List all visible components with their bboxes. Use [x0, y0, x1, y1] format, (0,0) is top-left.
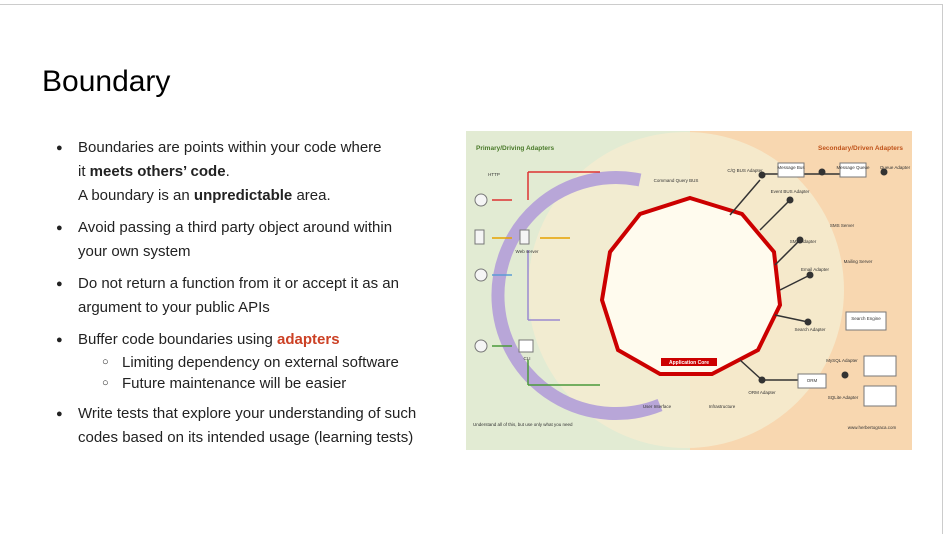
diagram-label: Queue Adapter	[880, 165, 911, 170]
bullet-line: A boundary is an unpredictable area.	[78, 184, 456, 208]
text-run: codes based on its intended usage (learn…	[78, 429, 414, 446]
text-run: Do not return a function from it or acce…	[78, 275, 399, 292]
sub-bullet: Limiting dependency on external software	[78, 352, 456, 373]
core-label: Application Core	[669, 360, 709, 366]
sub-bullet: Future maintenance will be easier	[78, 373, 456, 394]
core-polygon	[599, 195, 783, 376]
text-run: your own system	[78, 243, 191, 260]
text-run: argument to your public APIs	[78, 299, 270, 316]
bullet: Write tests that explore your understand…	[56, 402, 456, 450]
diagram-label: C/Q BUS Adapter	[727, 168, 763, 173]
adapter-dots	[758, 168, 888, 384]
text-run: adapters	[277, 331, 340, 348]
diagram-label: Command Query BUS	[654, 178, 699, 183]
diagram-label: Event BUS Adapter	[771, 189, 810, 194]
bullet: Avoid passing a third party object aroun…	[56, 216, 456, 264]
text-run: Write tests that explore your understand…	[78, 405, 417, 422]
diagram-label: SQLite Adapter	[828, 395, 859, 400]
text-run: area.	[292, 187, 331, 204]
diagram-label: www.herbertograca.com	[848, 425, 897, 430]
diagram-label: Email Adapter	[801, 267, 830, 272]
bullet-line: Buffer code boundaries using adapters	[78, 328, 456, 352]
bullet: Boundaries are points within your code w…	[56, 136, 456, 208]
text-run: .	[225, 163, 230, 180]
purple-ring	[491, 171, 663, 421]
diagram-label: User Interface	[643, 404, 672, 409]
bullet: Do not return a function from it or acce…	[56, 272, 456, 320]
bullet: Buffer code boundaries using adaptersLim…	[56, 328, 456, 394]
left-title: Primary/Driving Adapters	[476, 145, 555, 152]
bullet-line: codes based on its intended usage (learn…	[78, 426, 456, 450]
diagram-label: Message Bus	[777, 165, 805, 170]
bullet-line: argument to your public APIs	[78, 296, 456, 320]
text-run: Avoid passing a third party object aroun…	[78, 219, 393, 236]
diagram-label: Message Queue	[836, 165, 870, 170]
diagram-label: SMS Server	[830, 223, 855, 228]
diagram-label: Search Engine	[851, 316, 881, 321]
text-run: unpredictable	[193, 187, 293, 204]
bullet-line: Write tests that explore your understand…	[78, 402, 456, 426]
bullet-line: Avoid passing a third party object aroun…	[78, 216, 456, 240]
icons	[474, 162, 897, 407]
diagram-label: Search Adapter	[794, 327, 826, 332]
diagram-label: ORM	[807, 378, 818, 383]
diagram-label: HTTP	[488, 172, 500, 177]
diagram-label: MySQL Adapter	[826, 358, 858, 363]
slide-title: Boundary	[42, 65, 171, 98]
text-run: Boundaries are points within your code w…	[78, 139, 382, 156]
arrows	[492, 171, 600, 386]
bullet-line: Do not return a function from it or acce…	[78, 272, 456, 296]
core-label-bg	[661, 358, 717, 366]
text-run: A boundary is an	[78, 187, 194, 204]
diagram-label: Mailing Server	[844, 259, 873, 264]
text-run: meets others’ code	[89, 163, 226, 180]
diagram-label: Infrastructure	[709, 404, 736, 409]
bullet-list: Boundaries are points within your code w…	[56, 136, 456, 458]
diagram-label: Web server	[516, 249, 539, 254]
bullet-line: it meets others’ code.	[78, 160, 456, 184]
diagram-label: CLI	[523, 356, 530, 361]
diagram-label: SMS Adapter	[790, 239, 817, 244]
right-title: Secondary/Driven Adapters	[818, 145, 903, 152]
bullet-line: Boundaries are points within your code w…	[78, 136, 456, 160]
slide: Boundary Boundaries are points within yo…	[0, 4, 943, 534]
bullet-line: your own system	[78, 240, 456, 264]
diagram-label: ORM Adapter	[748, 390, 776, 395]
text-run: Buffer code boundaries using	[78, 331, 278, 348]
diagram-label: Understand all of this, but use only wha…	[473, 422, 573, 427]
text-run: it	[78, 163, 90, 180]
